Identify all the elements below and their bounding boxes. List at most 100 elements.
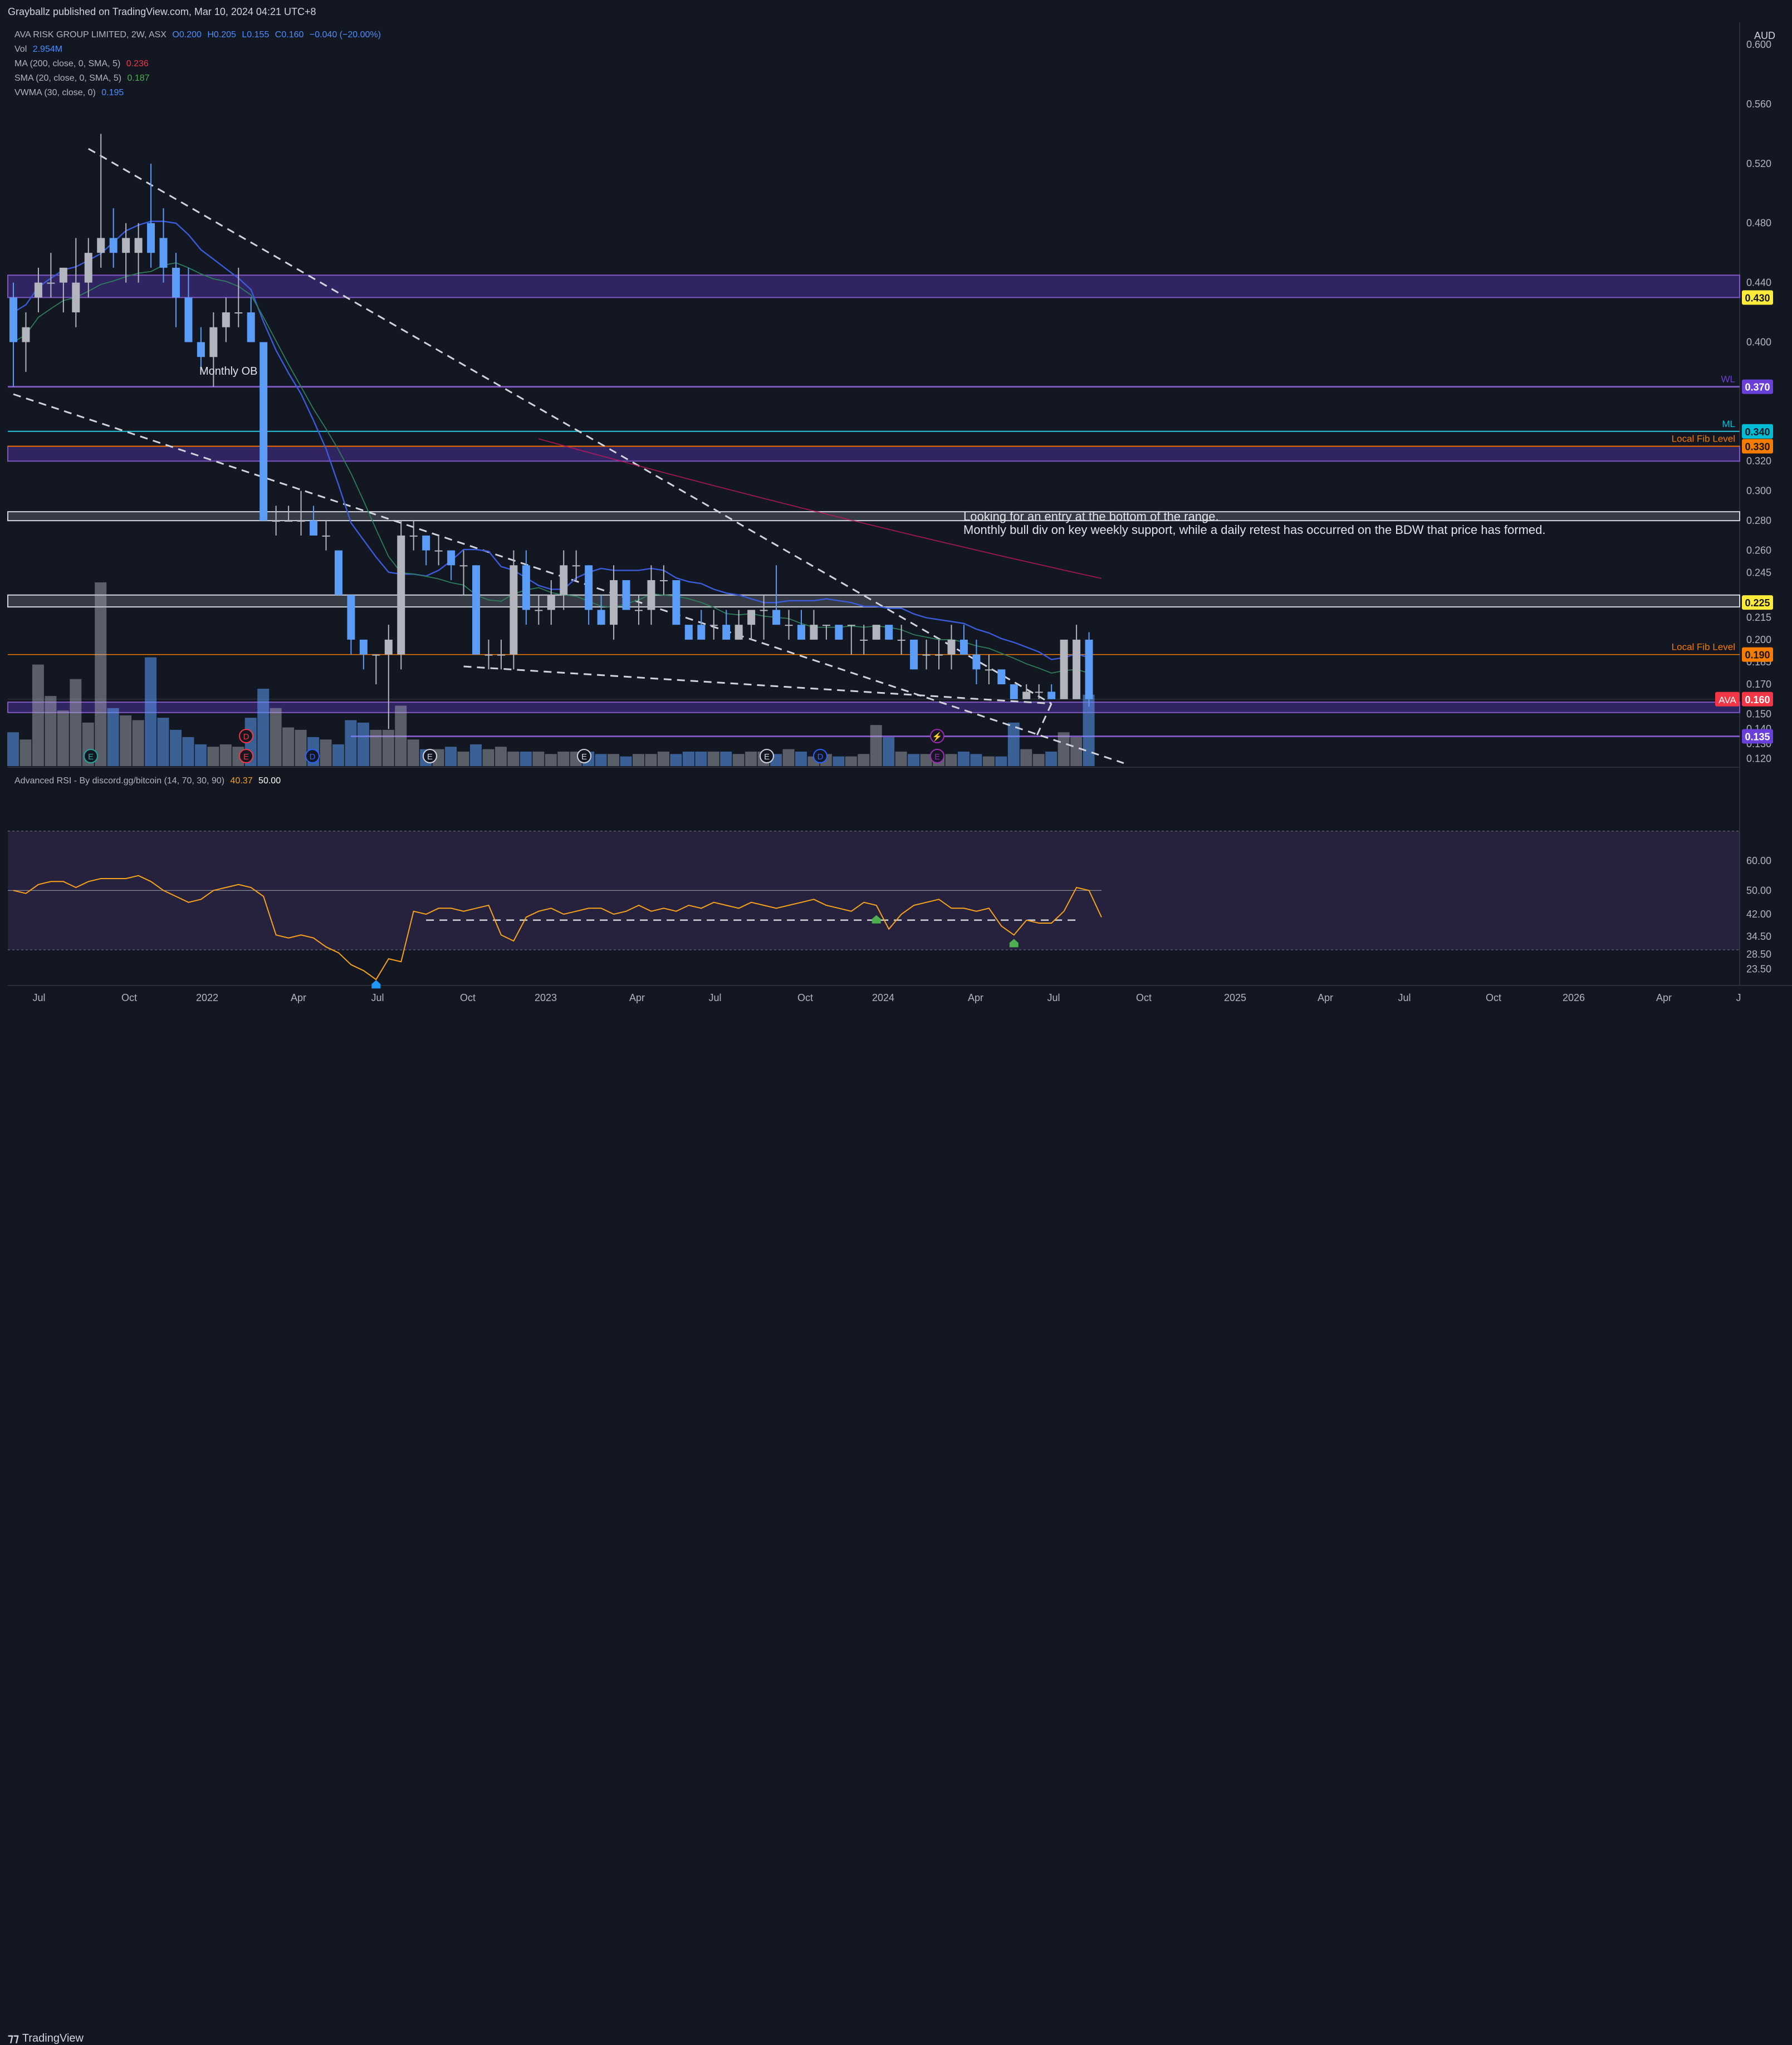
zone	[7, 274, 1740, 298]
candle-body	[572, 565, 580, 567]
volume-bar	[1045, 751, 1057, 766]
ohlc-low: L0.155	[242, 30, 270, 40]
time-tick-label: J	[1736, 992, 1741, 1003]
candle-body	[197, 342, 205, 357]
support-zones	[7, 274, 1740, 738]
candle-body	[560, 565, 568, 595]
publisher-bar: Grayballz published on TradingView.com, …	[0, 0, 1792, 22]
bdw-line	[463, 665, 1052, 705]
zone	[7, 702, 1740, 713]
vwma-value: 0.195	[101, 88, 124, 97]
volume-bar	[532, 751, 545, 766]
grid	[8, 0, 1792, 1040]
event-marker-letter: E	[764, 752, 770, 762]
volume-bar	[795, 751, 807, 766]
candle-body	[72, 282, 80, 313]
candle-body	[47, 282, 55, 284]
time-tick-label: 2023	[535, 992, 557, 1003]
volume-bar	[32, 664, 44, 766]
candle-body	[910, 639, 918, 670]
volume-bar	[270, 708, 282, 766]
candle-body	[535, 610, 543, 611]
volume-bar	[995, 756, 1007, 766]
chart-canvas[interactable]: EDEDEEEDE⚡E 0.6000.5600.5200.4800.4400.4…	[0, 0, 1792, 1040]
price-tick-label: 0.440	[1746, 277, 1771, 288]
candle-body	[659, 580, 668, 581]
candle-body	[184, 297, 193, 342]
candle-body	[434, 550, 443, 552]
hidden-div-marker	[871, 915, 881, 924]
symbol-tag	[1715, 692, 1740, 707]
candle-body	[922, 654, 931, 656]
price-tag	[1742, 439, 1773, 454]
tradingview-logo-icon: ⁊⁊	[8, 2032, 19, 2044]
time-tick-label: Apr	[1656, 992, 1672, 1003]
event-markers: EDEDEEEDE⚡E	[84, 729, 944, 763]
zone	[7, 445, 1740, 462]
tradingview-logo[interactable]: ⁊⁊ TradingView	[8, 2031, 84, 2045]
rsi-tick-label: 23.50	[1746, 964, 1771, 975]
price-tick-label: 0.480	[1746, 218, 1771, 229]
legend-sma20-row[interactable]: SMA (20, close, 0, SMA, 5) 0.187	[14, 73, 153, 84]
candle-body	[672, 580, 680, 625]
volume-bar	[395, 705, 407, 766]
bull-div-marker	[371, 980, 381, 989]
volume-bar	[107, 708, 119, 766]
candle-body	[122, 238, 130, 253]
price-tick-label: 0.300	[1746, 485, 1771, 497]
candle-body	[384, 639, 393, 655]
candle-body	[522, 565, 530, 610]
candle-body	[322, 535, 330, 537]
volume-bar	[620, 756, 632, 766]
legend-vwma-row[interactable]: VWMA (30, close, 0) 0.195	[14, 88, 127, 98]
candle-body	[209, 327, 218, 357]
event-marker-letter: D	[817, 752, 824, 762]
vol-value: 2.954M	[32, 45, 63, 54]
time-tick-label: 2022	[196, 992, 218, 1003]
price-tick-label: 0.520	[1746, 158, 1771, 169]
volume-bar	[95, 582, 107, 766]
volume-bar	[1007, 722, 1020, 766]
currency-label: AUD	[1754, 30, 1775, 41]
volume-bar	[45, 696, 57, 766]
event-marker-letter: ⚡	[932, 732, 943, 742]
candle-body	[785, 625, 793, 626]
price-tag	[1742, 595, 1773, 610]
volume-bar	[595, 754, 607, 766]
candle-body	[422, 535, 430, 551]
price-tag	[1742, 424, 1773, 439]
axes: 0.600 0.560 0.520 0.480 0.440 0.400 0.320 0.300…	[32, 30, 1775, 1003]
candle-body	[484, 654, 493, 656]
event-marker	[423, 749, 437, 763]
time-tick-label: 2024	[872, 992, 894, 1003]
candle-body	[947, 639, 956, 655]
price-tag	[1742, 290, 1773, 305]
legend-volume-row[interactable]: Vol 2.954M	[14, 45, 66, 55]
time-tick-label: Apr	[291, 992, 306, 1003]
legend-ma200-row[interactable]: MA (200, close, 0, SMA, 5) 0.236	[14, 59, 152, 69]
candle-body	[497, 654, 505, 656]
candle-body	[359, 639, 368, 655]
price-axis-bg	[1740, 0, 1792, 1040]
level-tag-label: Local Fib Level	[1672, 642, 1735, 653]
ohlc-change: −0.040 (−20.00%)	[309, 30, 381, 40]
time-tick-label: Oct	[797, 992, 813, 1003]
volume-bar	[870, 725, 882, 766]
volume-bar	[295, 729, 307, 766]
volume-bar	[357, 722, 369, 766]
vwma-label: VWMA (30, close, 0)	[14, 88, 96, 97]
legend-rsi-row[interactable]: Advanced RSI - By discord.gg/bitcoin (14…	[14, 776, 284, 786]
price-tick-label: 0.560	[1746, 99, 1771, 110]
volume-bar	[633, 754, 644, 766]
candle-body	[159, 238, 168, 268]
ohlc-open: O0.200	[172, 30, 202, 40]
time-tick-label: 2026	[1563, 992, 1585, 1003]
candle-body	[959, 639, 968, 655]
event-marker-letter: E	[581, 752, 587, 762]
symbol-label[interactable]: AVA RISK GROUP LIMITED, 2W, ASX	[14, 30, 167, 40]
volume-bar	[345, 720, 357, 766]
annotation-text[interactable]: Looking for an entry at the bottom of th…	[963, 510, 1546, 537]
price-tag	[1742, 692, 1773, 707]
volume-bar	[670, 754, 682, 766]
volume-bar	[370, 729, 382, 766]
